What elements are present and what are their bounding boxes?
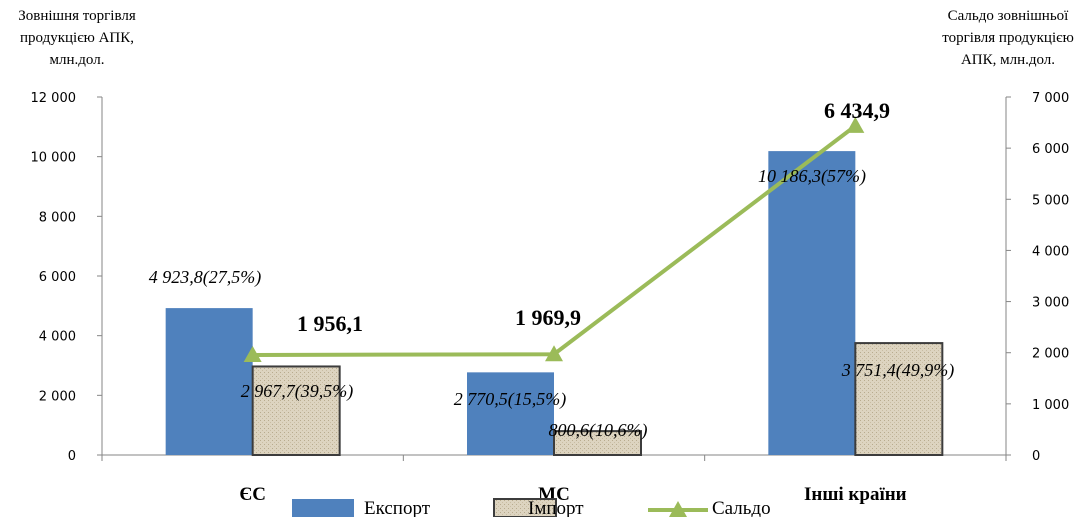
data-label-export: 4 923,8(27,5%) [149, 267, 261, 288]
saldo-line-layer [243, 116, 865, 362]
data-label-import: 3 751,4(49,9%) [841, 360, 954, 381]
y-tick-label-left: 4 000 [39, 330, 76, 345]
y-tick-label-left: 6 000 [39, 270, 76, 285]
bar-import [251, 365, 341, 457]
y-axis-title-left: млн.дол. [50, 52, 105, 68]
axis-titles: Зовнішня торгівля продукцією АПК, млн.дол.… [18, 8, 1074, 68]
y-tick-label-right: 2 000 [1032, 347, 1069, 362]
data-label-export: 2 770,5(15,5%) [454, 389, 566, 410]
axes: 0 2 000 4 000 6 000 8 000 10 000 12 000 0 1 000 2… [31, 91, 1070, 505]
data-label-saldo: 6 434,9 [824, 98, 890, 123]
saldo-point [545, 345, 563, 362]
data-label-saldo: 1 956,1 [297, 311, 363, 336]
data-labels: 4 923,8(27,5%) 2 770,5(15,5%) 10 186,3(57%… [149, 98, 954, 441]
y-tick-label-left: 2 000 [39, 389, 76, 404]
y-tick-label-left: 12 000 [31, 91, 77, 106]
legend-swatch-import [493, 498, 557, 517]
legend-label-saldo: Сальдо [712, 498, 771, 517]
y-tick-label-left: 0 [68, 449, 76, 464]
y-tick-label-right: 3 000 [1032, 296, 1069, 311]
bar-export [768, 151, 856, 456]
y-axis-title-right: АПК, млн.дол. [961, 52, 1055, 68]
y-tick-label-right: 0 [1032, 449, 1040, 464]
bar-import [553, 430, 642, 457]
bar-export [467, 372, 554, 455]
saldo-point [243, 345, 262, 362]
y-tick-label-right: 5 000 [1032, 193, 1069, 208]
data-label-import: 800,6(10,6%) [549, 420, 648, 441]
y-tick-label-left: 8 000 [39, 210, 76, 225]
bars [165, 151, 944, 457]
y-axis-title-left: Зовнішня торгівля [18, 8, 136, 24]
legend-swatch-export [292, 499, 354, 517]
bar-import [854, 342, 944, 456]
bar-export [165, 308, 253, 455]
data-label-export: 10 186,3(57%) [758, 166, 866, 187]
y-axis-title-left: продукцією АПК, [20, 30, 134, 46]
y-tick-label-right: 6 000 [1032, 142, 1069, 157]
data-label-saldo: 1 969,9 [515, 305, 581, 330]
x-category-label: ЄС [239, 484, 266, 505]
y-tick-label-right: 1 000 [1032, 398, 1069, 413]
legend-swatch-saldo-marker [669, 501, 687, 517]
saldo-point [846, 116, 865, 133]
data-label-import: 2 967,7(39,5%) [241, 381, 353, 402]
y-axis-title-right: Сальдо зовнішньої [948, 8, 1070, 24]
legend-label-import: Імпорт [528, 498, 584, 517]
x-category-label: Інші країни [804, 484, 907, 505]
y-tick-label-right: 4 000 [1032, 244, 1069, 259]
y-axis-title-right: торгівля продукцією [942, 30, 1074, 46]
legend: Експорт Імпорт Сальдо [292, 498, 771, 517]
y-tick-label-left: 10 000 [31, 151, 77, 166]
legend-label-export: Експорт [364, 498, 431, 517]
y-tick-label-right: 7 000 [1032, 91, 1069, 106]
